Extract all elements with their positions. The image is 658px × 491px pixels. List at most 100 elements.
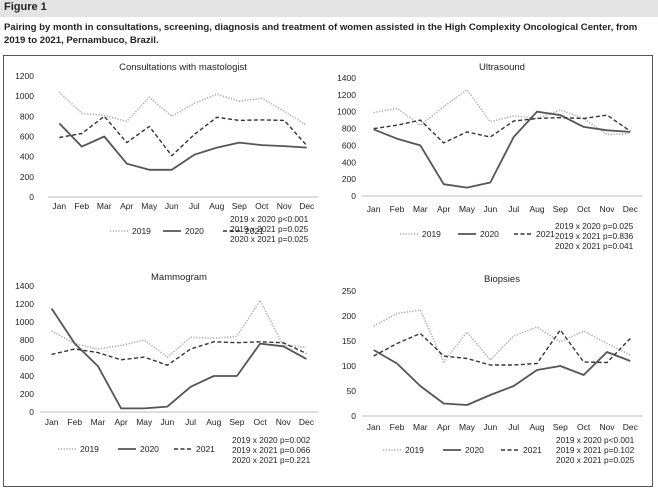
series-line-2021: [373, 329, 631, 366]
x-tick-label: Nov: [599, 422, 615, 432]
y-tick-label: 800: [342, 124, 356, 134]
x-tick-label: Apr: [114, 417, 127, 427]
series-line-2021: [373, 114, 631, 144]
series-line-2019: [373, 89, 631, 136]
y-tick-label: 1000: [15, 91, 34, 101]
y-tick-label: 0: [29, 192, 34, 202]
x-tick-label: Sep: [553, 422, 568, 432]
x-tick-label: Feb: [390, 204, 405, 214]
x-tick-label: May: [459, 422, 476, 432]
x-tick-label: May: [459, 204, 476, 214]
x-tick-label: Nov: [277, 201, 293, 211]
stat-line: 2020 x 2021 p=0.025: [556, 455, 635, 465]
legend-label: 2021: [196, 444, 215, 454]
stat-line: 2019 x 2020 p<0.001: [556, 435, 635, 445]
x-tick-label: Aug: [206, 417, 221, 427]
x-tick-label: Mar: [413, 422, 428, 432]
x-tick-label: Feb: [67, 417, 82, 427]
x-tick-label: Dec: [299, 417, 315, 427]
y-tick-label: 1200: [15, 71, 34, 81]
y-tick-label: 800: [20, 111, 34, 121]
series-line-2019: [51, 299, 307, 358]
chart-panel: Ultrasound 0 200 400 600 800 1000 1200 1400 Jan Fe…: [337, 62, 642, 251]
chart-title: Mammogram: [151, 272, 207, 283]
y-tick-label: 0: [351, 411, 356, 421]
y-tick-label: 400: [20, 371, 34, 381]
x-tick-label: Jul: [185, 417, 196, 427]
x-tick-label: Jul: [189, 201, 200, 211]
stat-line: 2019 x 2020 p<0.001: [230, 214, 309, 224]
x-tick-label: Dec: [623, 204, 639, 214]
x-tick-label: Jan: [45, 417, 59, 427]
legend-label: 2019: [80, 444, 99, 454]
x-tick-label: Sep: [229, 417, 244, 427]
panel-frame: [3, 55, 653, 487]
legend-label: 2019: [405, 445, 424, 455]
y-tick-label: 1200: [337, 90, 356, 100]
x-tick-label: Jan: [52, 201, 66, 211]
x-tick-label: Jan: [367, 422, 381, 432]
legend-label: 2020: [185, 226, 204, 236]
y-tick-label: 50: [347, 386, 357, 396]
x-tick-label: May: [136, 417, 153, 427]
x-tick-label: Feb: [390, 422, 405, 432]
x-tick-label: Feb: [74, 201, 89, 211]
stat-line: 2019 x 2020 p=0.025: [555, 221, 634, 231]
x-tick-label: Aug: [209, 201, 224, 211]
x-tick-label: Sep: [232, 201, 247, 211]
x-tick-label: Mar: [413, 204, 428, 214]
y-tick-label: 600: [342, 140, 356, 150]
x-tick-label: Oct: [577, 204, 591, 214]
stat-line: 2020 x 2021 p=0.221: [232, 455, 311, 465]
chart-panel: Consultations with mastologist 0 200 400 600…: [15, 62, 318, 244]
chart-panel: Mammogram 0 200 400 600 800 1000 1200 1400 Jan Feb…: [15, 272, 318, 465]
figure-label: Figure 1: [4, 1, 47, 13]
series-line-2020: [50, 308, 307, 410]
x-tick-label: Dec: [623, 422, 639, 432]
stat-line: 2020 x 2021 p=0.025: [230, 234, 309, 244]
x-tick-label: Aug: [529, 204, 544, 214]
y-tick-label: 800: [20, 335, 34, 345]
series-line-2021: [59, 115, 308, 157]
stat-line: 2019 x 2021 p=0.066: [232, 445, 311, 455]
x-tick-label: Jul: [508, 204, 519, 214]
series-line-2019: [58, 91, 308, 127]
chart-title: Biopsies: [484, 274, 520, 285]
x-tick-label: May: [141, 201, 158, 211]
figure-header-bar: [0, 0, 658, 17]
legend-label: 2020: [140, 444, 159, 454]
y-tick-label: 600: [20, 132, 34, 142]
stat-line: 2019 x 2021 p=0.836: [555, 231, 634, 241]
x-tick-label: Oct: [253, 417, 267, 427]
y-tick-label: 0: [29, 407, 34, 417]
y-tick-label: 400: [20, 152, 34, 162]
x-tick-label: Jan: [367, 204, 381, 214]
legend-label: 2020: [480, 229, 499, 239]
chart-panel: Biopsies 0 50 100 150 200 250 Jan Feb Mar Apr May Ju…: [342, 274, 642, 465]
stat-line: 2019 x 2021 p=0.102: [556, 445, 635, 455]
stat-line: 2020 x 2021 p=0.041: [555, 241, 634, 251]
x-tick-label: Oct: [577, 422, 591, 432]
series-line-2021: [51, 341, 307, 366]
x-tick-label: Apr: [120, 201, 133, 211]
x-tick-label: Sep: [553, 204, 568, 214]
y-tick-label: 1000: [337, 107, 356, 117]
x-tick-label: Apr: [437, 204, 450, 214]
x-tick-label: Jun: [165, 201, 179, 211]
y-tick-label: 150: [342, 336, 356, 346]
x-tick-label: Mar: [91, 417, 106, 427]
legend-label: 2020: [465, 445, 484, 455]
x-tick-label: Oct: [255, 201, 269, 211]
y-tick-label: 0: [351, 191, 356, 201]
x-tick-label: Aug: [529, 422, 544, 432]
y-tick-label: 1000: [15, 317, 34, 327]
x-tick-label: Mar: [97, 201, 112, 211]
x-tick-label: Jun: [483, 422, 497, 432]
series-line-2019: [373, 309, 631, 363]
series-line-2020: [373, 110, 631, 189]
y-tick-label: 1400: [15, 281, 34, 291]
chart-title: Consultations with mastologist: [119, 62, 247, 73]
y-tick-label: 200: [20, 172, 34, 182]
y-tick-label: 100: [342, 361, 356, 371]
